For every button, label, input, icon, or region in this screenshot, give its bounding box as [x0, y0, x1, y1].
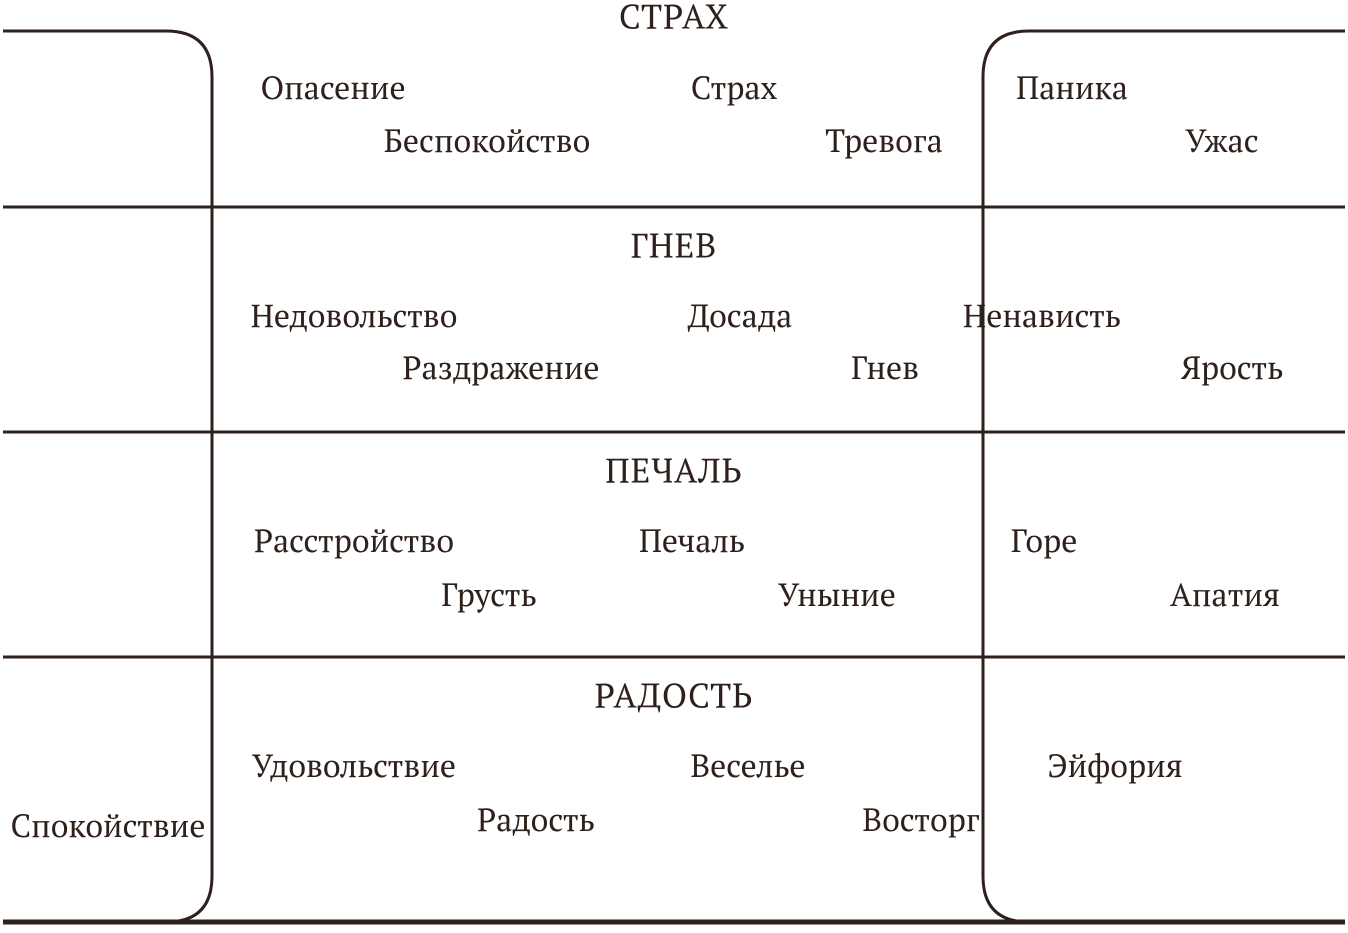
- emotion-word: Досада: [688, 295, 793, 337]
- section-header-fear: СТРАХ: [619, 0, 729, 39]
- emotion-word: Ужас: [1185, 120, 1258, 162]
- emotion-word: Беспокойство: [384, 120, 591, 162]
- emotion-word: Грусть: [441, 574, 536, 616]
- emotion-word: Раздражение: [402, 347, 599, 389]
- emotion-word: Гнев: [851, 347, 919, 389]
- emotion-word: Апатия: [1170, 574, 1280, 616]
- emotion-chart: СТРАХ Опасение Страх Паника Беспокойство Трев…: [0, 0, 1348, 933]
- emotion-word: Опасение: [260, 67, 405, 109]
- emotion-word: Печаль: [639, 520, 745, 562]
- emotion-word: Ярость: [1181, 347, 1284, 389]
- emotion-word: Расстройство: [254, 520, 454, 562]
- emotion-word: Страх: [691, 67, 777, 109]
- emotion-word: Радость: [477, 799, 595, 841]
- emotion-word: Веселье: [690, 745, 805, 787]
- emotion-word: Ненависть: [963, 295, 1121, 337]
- emotion-word: Эйфория: [1047, 745, 1182, 787]
- section-header-anger: ГНЕВ: [631, 223, 718, 268]
- emotion-word: Уныние: [778, 574, 896, 616]
- emotion-word-outside: Спокойствие: [11, 805, 206, 847]
- emotion-word: Удовольствие: [252, 745, 456, 787]
- section-header-joy: РАДОСТЬ: [595, 673, 754, 718]
- emotion-word: Горе: [1011, 520, 1078, 562]
- emotion-word: Тревога: [825, 120, 943, 162]
- emotion-word: Паника: [1016, 67, 1128, 109]
- section-header-sadness: ПЕЧАЛЬ: [605, 448, 743, 493]
- emotion-word: Недовольство: [251, 295, 458, 337]
- emotion-word: Восторг: [862, 799, 979, 841]
